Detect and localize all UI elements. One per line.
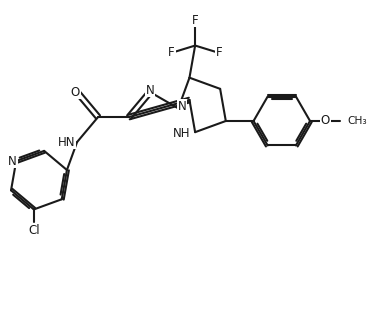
Text: HN: HN [58, 136, 75, 149]
Text: F: F [192, 14, 199, 27]
Text: O: O [320, 114, 330, 128]
Text: F: F [168, 46, 175, 59]
Text: N: N [178, 100, 186, 113]
Text: CH₃: CH₃ [347, 116, 367, 126]
Text: F: F [215, 46, 222, 59]
Text: N: N [8, 155, 17, 168]
Text: N: N [146, 84, 154, 97]
Text: NH: NH [173, 128, 191, 141]
Text: Cl: Cl [28, 224, 40, 237]
Text: O: O [71, 86, 80, 99]
